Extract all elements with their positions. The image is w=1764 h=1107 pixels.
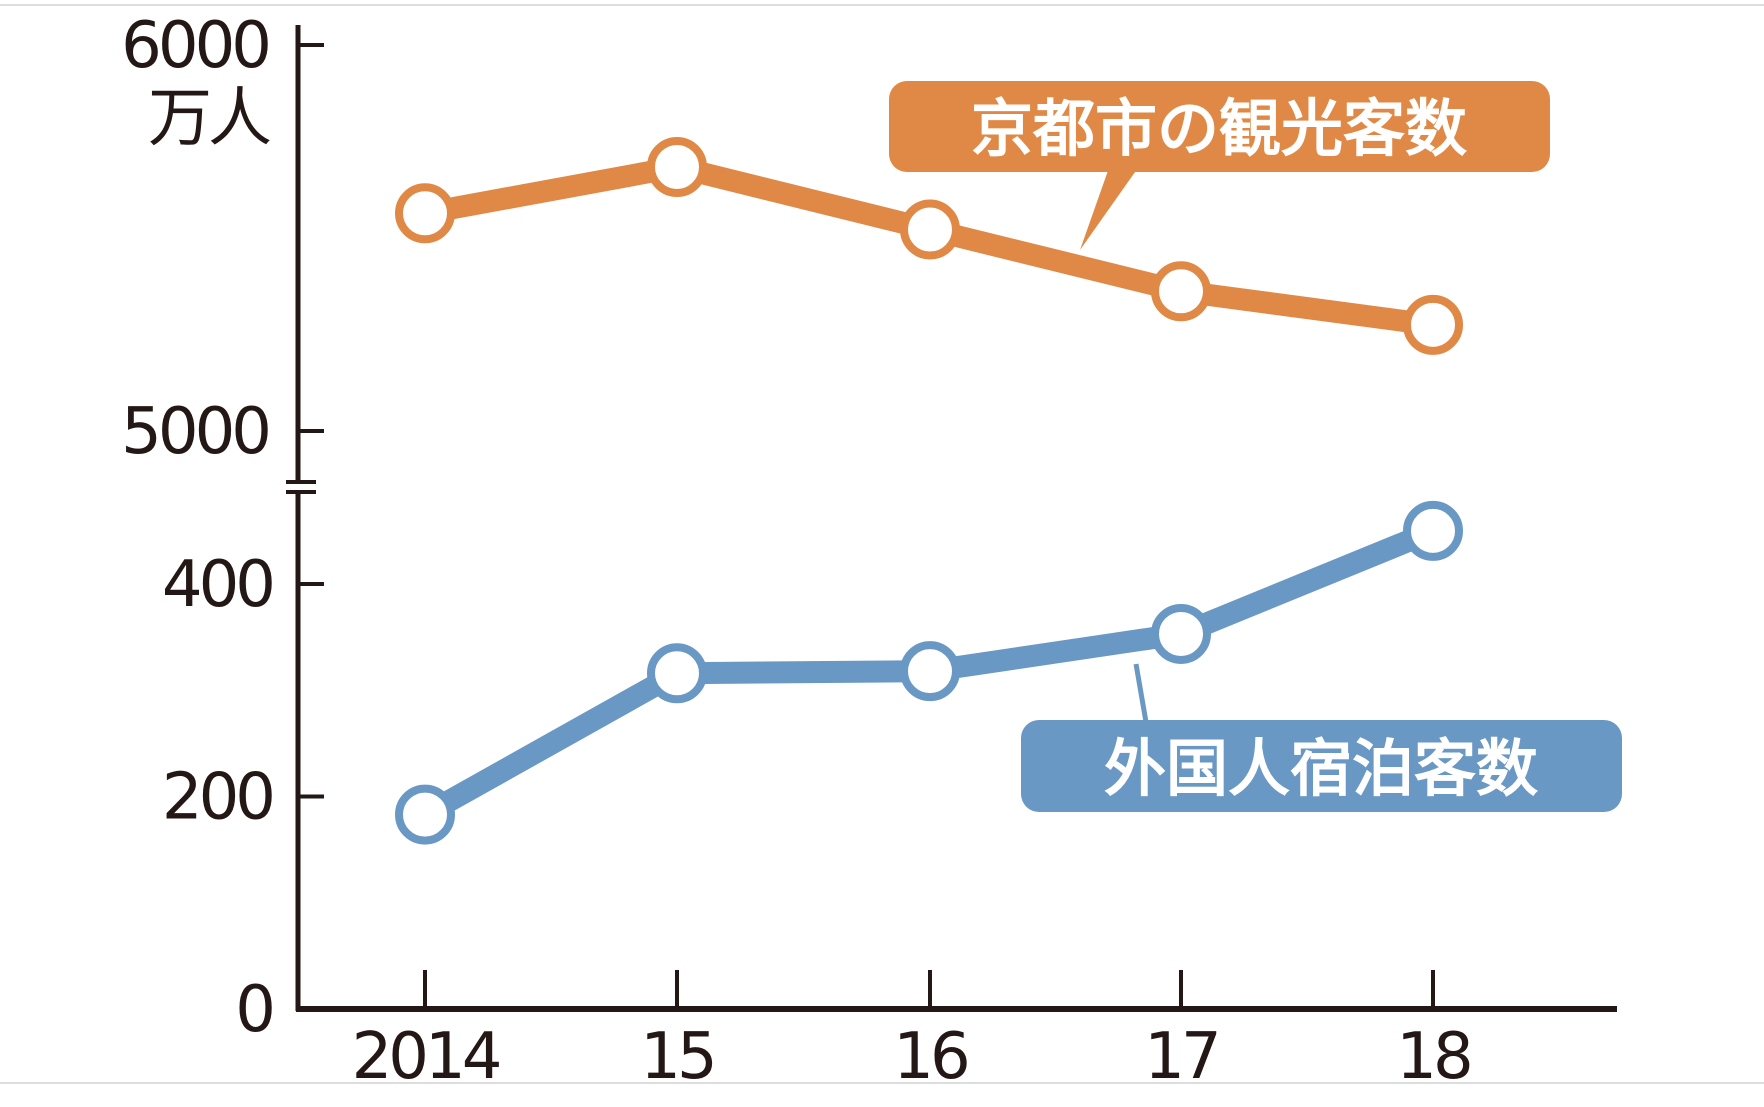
data-point <box>1403 294 1463 355</box>
legend-orange: 京都市の観光客数 <box>889 81 1550 250</box>
y-tick-label: 5000 <box>121 395 268 469</box>
data-point <box>900 199 960 260</box>
data-point <box>395 183 455 244</box>
y-tick-label: 200 <box>162 761 272 835</box>
data-point <box>1403 500 1463 561</box>
series-layer <box>395 136 1463 845</box>
legend-orange-pointer <box>1080 165 1140 250</box>
y-tick-label: 400 <box>162 548 272 622</box>
y-tick-label: 0 <box>235 973 272 1047</box>
data-point <box>1151 603 1211 664</box>
unit-label: 万人 <box>148 82 270 156</box>
legend-orange-box <box>889 81 1550 172</box>
x-tick-label: 18 <box>1396 1020 1470 1094</box>
x-tick-label: 2014 <box>352 1020 500 1094</box>
x-tick-label: 16 <box>893 1020 967 1094</box>
legend-blue-pointer <box>1133 663 1149 723</box>
x-tick-label: 17 <box>1144 1020 1217 1094</box>
data-point <box>647 643 707 704</box>
data-point <box>395 784 455 845</box>
data-point <box>900 641 960 702</box>
y-tick-label: 6000 <box>121 9 268 83</box>
axes: 5000 6000 0 200 400 2014 15 16 17 18 <box>121 9 1617 1094</box>
legend-orange-label: 京都市の観光客数 <box>971 92 1467 165</box>
x-tick-label: 15 <box>640 1020 713 1094</box>
legend-blue-label: 外国人宿泊客数 <box>1104 732 1538 805</box>
data-point <box>647 136 707 197</box>
legend-blue: 外国人宿泊客数 <box>1021 663 1622 812</box>
legend-blue-box <box>1021 720 1622 812</box>
data-point <box>1151 261 1211 322</box>
